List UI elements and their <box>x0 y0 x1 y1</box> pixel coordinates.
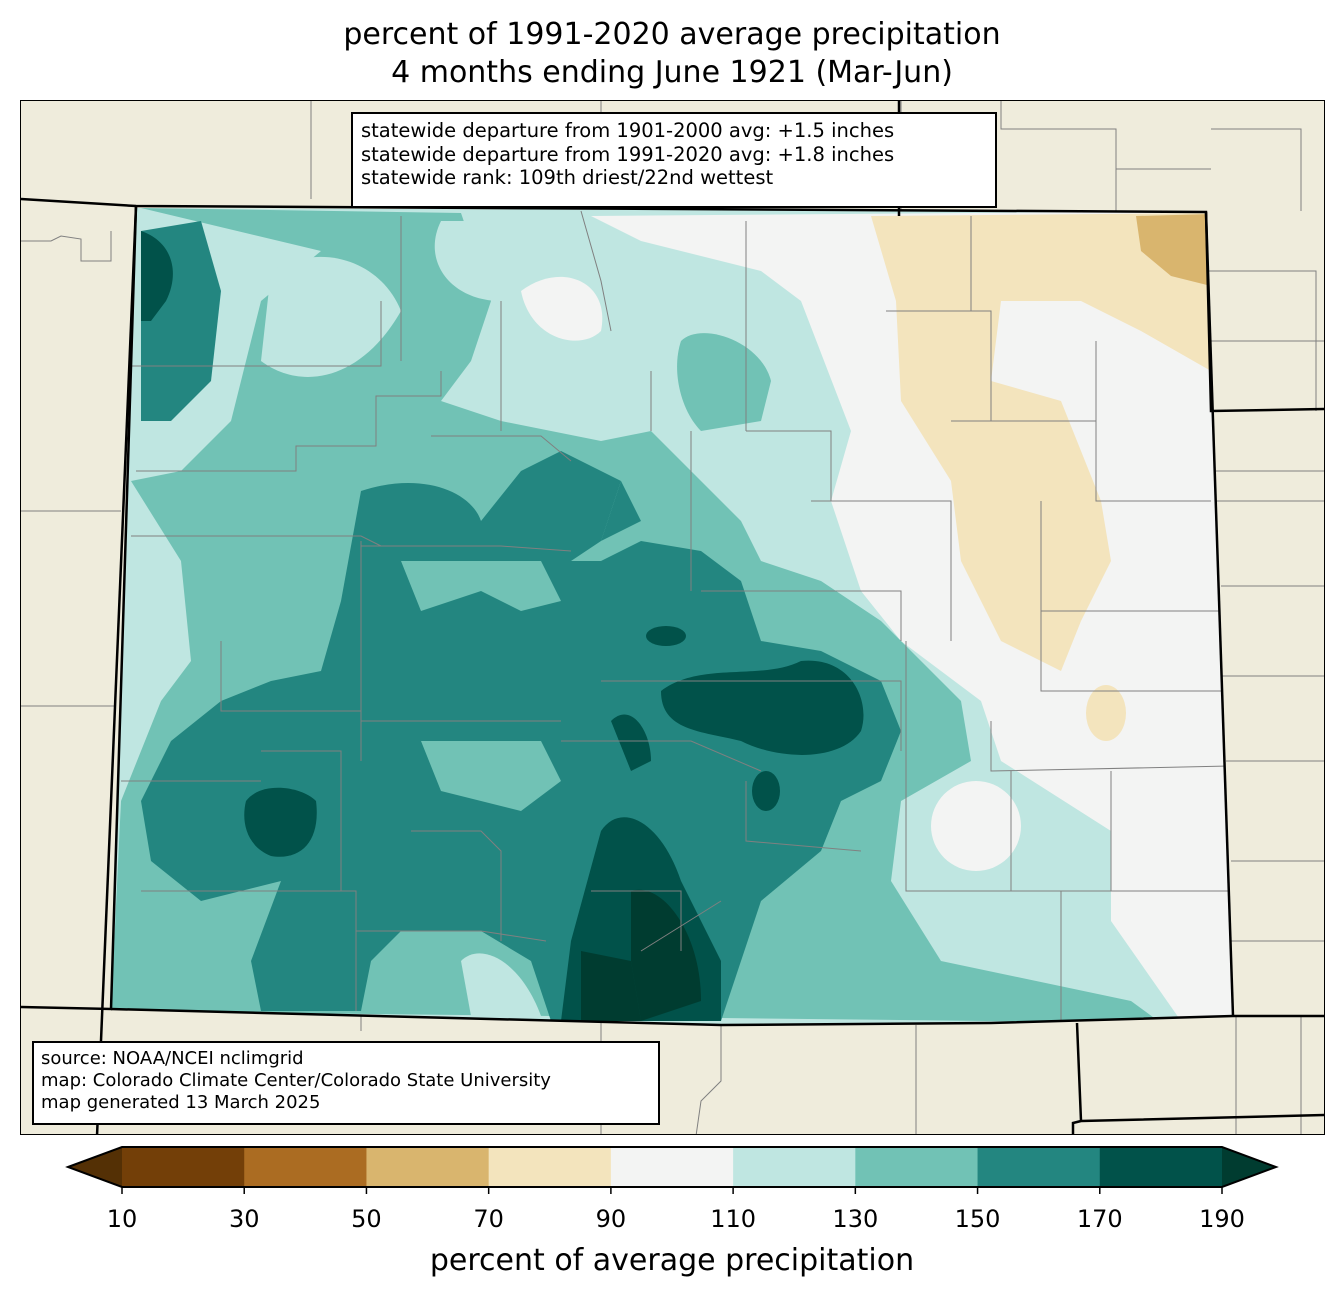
precip-shading <box>111 208 1233 1025</box>
county-lines <box>121 210 1232 1021</box>
colorbar-tick-label: 170 <box>1076 1205 1123 1233</box>
map-title: percent of 1991-2020 average precipitati… <box>343 17 1001 52</box>
colorbar-bin-170-190 <box>1099 1147 1223 1187</box>
statewide-stats-box: statewide departure from 1901-2000 avg: … <box>351 112 997 208</box>
generated-date-text: map generated 13 March 2025 <box>41 1092 321 1113</box>
colorbar-bin-130-150 <box>855 1147 979 1187</box>
colorbar-tick-label: 190 <box>1199 1205 1245 1233</box>
colorbar-tick-label: 130 <box>832 1205 879 1233</box>
colorbar-bin-70-90 <box>488 1147 612 1187</box>
departure-1901-2000: statewide departure from 1901-2000 avg: … <box>361 119 895 142</box>
precipitation-map: statewide departure from 1901-2000 avg: … <box>20 100 1325 1135</box>
colorbar-tick-label: 10 <box>106 1205 138 1233</box>
colorbar-over-arrow <box>1222 1147 1276 1187</box>
colorbar-tick-label: 150 <box>954 1205 1001 1233</box>
colorbar-label: percent of average precipitation <box>429 1243 915 1278</box>
colorbar-under-arrow <box>68 1147 122 1187</box>
colorbar-bin-90-110 <box>610 1147 734 1187</box>
colorbar-bin-30-50 <box>244 1147 367 1187</box>
colorbar <box>65 1146 1279 1194</box>
colorbar-tick-label: 70 <box>473 1205 504 1233</box>
source-box: source: NOAA/NCEI nclimgrid map: Colorad… <box>32 1041 660 1125</box>
map-credit-text: map: Colorado Climate Center/Colorado St… <box>41 1070 551 1091</box>
colorbar-tick-label: 90 <box>595 1205 627 1233</box>
source-text: source: NOAA/NCEI nclimgrid <box>41 1048 304 1069</box>
statewide-rank: statewide rank: 109th driest/22nd wettes… <box>361 166 774 189</box>
colorbar-tick-label: 110 <box>710 1205 757 1233</box>
colorbar-bin-50-70 <box>366 1147 490 1187</box>
departure-1991-2020: statewide departure from 1991-2020 avg: … <box>361 142 895 166</box>
colorbar-tick-label: 30 <box>228 1205 260 1233</box>
colorbar-bin-110-130 <box>733 1147 856 1187</box>
colorbar-bin-10-30 <box>122 1147 245 1187</box>
colorbar-tick-label: 50 <box>351 1205 382 1233</box>
state-boundaries <box>21 101 1324 1134</box>
colorbar-bin-150-170 <box>977 1147 1101 1187</box>
map-canvas <box>21 101 1324 1134</box>
map-subtitle: 4 months ending June 1921 (Mar-Jun) <box>391 55 953 90</box>
